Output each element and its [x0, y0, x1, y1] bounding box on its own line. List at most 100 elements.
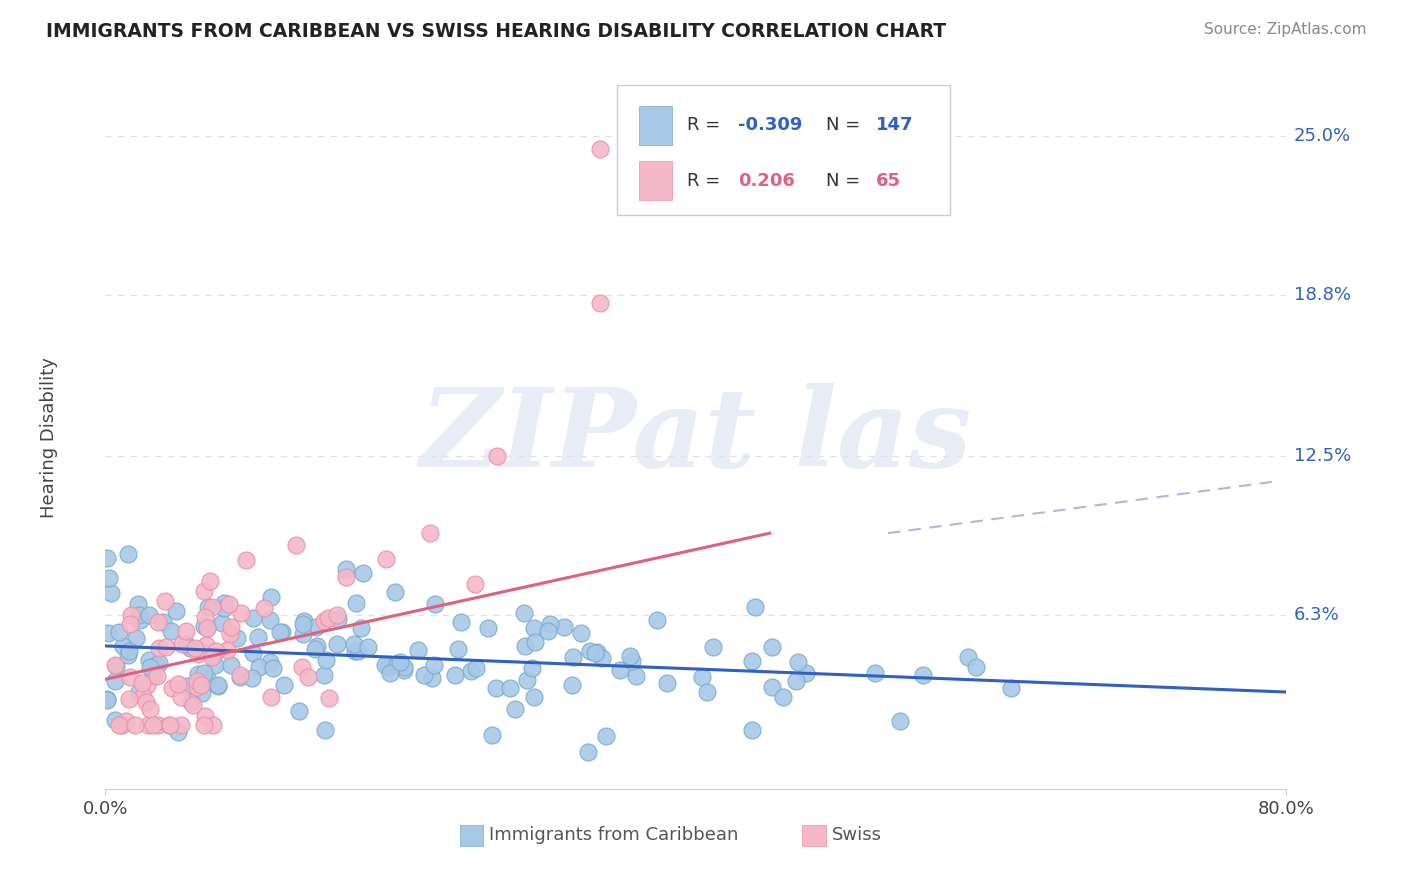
Point: [291, 627, 314, 641]
Point: [142, 718, 165, 732]
Point: [190, 678, 212, 692]
FancyBboxPatch shape: [617, 85, 950, 215]
Point: [422, 657, 444, 672]
FancyBboxPatch shape: [640, 106, 672, 145]
Point: [96, 691, 118, 706]
Point: [117, 648, 139, 662]
Point: [219, 619, 242, 633]
Point: [744, 599, 766, 614]
Point: [481, 728, 503, 742]
Point: [537, 624, 560, 639]
Point: [524, 635, 547, 649]
Point: [464, 577, 486, 591]
Point: [513, 606, 536, 620]
Point: [387, 657, 409, 671]
Text: N =: N =: [825, 172, 866, 190]
Point: [290, 660, 312, 674]
Point: [217, 643, 239, 657]
Point: [271, 625, 294, 640]
Point: [179, 640, 201, 655]
Text: 65: 65: [876, 172, 900, 190]
Point: [352, 566, 374, 580]
Point: [226, 631, 249, 645]
Text: Hearing Disability: Hearing Disability: [39, 357, 58, 517]
FancyBboxPatch shape: [460, 824, 484, 846]
Point: [347, 644, 370, 658]
Point: [785, 673, 807, 688]
Point: [702, 640, 724, 655]
Text: R =: R =: [686, 172, 725, 190]
Point: [195, 621, 218, 635]
Point: [314, 723, 336, 738]
Point: [485, 681, 508, 695]
Point: [305, 620, 328, 634]
Point: [522, 661, 544, 675]
Point: [108, 718, 131, 732]
Text: 147: 147: [876, 116, 912, 135]
Point: [392, 663, 415, 677]
Point: [124, 718, 146, 732]
Point: [120, 670, 142, 684]
FancyBboxPatch shape: [640, 161, 672, 200]
Point: [620, 654, 643, 668]
Point: [176, 680, 198, 694]
Point: [221, 657, 243, 672]
Point: [146, 669, 169, 683]
Point: [318, 690, 340, 705]
Point: [260, 590, 283, 604]
Point: [326, 637, 349, 651]
Point: [194, 638, 217, 652]
Point: [201, 649, 224, 664]
Text: ZIPat las: ZIPat las: [419, 384, 973, 491]
Point: [561, 678, 583, 692]
Point: [446, 642, 468, 657]
Text: 0.206: 0.206: [738, 172, 796, 190]
Point: [761, 680, 783, 694]
Point: [170, 718, 193, 732]
Point: [184, 640, 207, 655]
Point: [1000, 681, 1022, 696]
Point: [392, 660, 415, 674]
Point: [231, 606, 253, 620]
Point: [219, 627, 242, 641]
Point: [112, 639, 135, 653]
Point: [148, 615, 170, 629]
Point: [145, 658, 167, 673]
Point: [586, 645, 609, 659]
Point: [166, 724, 188, 739]
Point: [591, 651, 613, 665]
Point: [108, 624, 131, 639]
Point: [235, 553, 257, 567]
Point: [284, 538, 307, 552]
Point: [165, 604, 187, 618]
Point: [212, 601, 235, 615]
Point: [194, 610, 217, 624]
Point: [576, 745, 599, 759]
Point: [198, 574, 221, 588]
Point: [384, 585, 406, 599]
Point: [100, 586, 122, 600]
Point: [170, 690, 193, 704]
Text: Swiss: Swiss: [832, 826, 882, 844]
Point: [129, 613, 152, 627]
Text: 25.0%: 25.0%: [1294, 127, 1351, 145]
Point: [228, 670, 250, 684]
Point: [513, 639, 536, 653]
Point: [503, 702, 526, 716]
Point: [120, 608, 142, 623]
Point: [377, 660, 399, 674]
Point: [242, 611, 264, 625]
Point: [305, 639, 328, 653]
Point: [104, 659, 127, 673]
Point: [96, 693, 118, 707]
Point: [193, 619, 215, 633]
Point: [193, 718, 215, 732]
Point: [136, 677, 159, 691]
Point: [292, 614, 315, 628]
Point: [97, 625, 120, 640]
Point: [104, 673, 127, 688]
Text: -0.309: -0.309: [738, 116, 803, 135]
Point: [240, 671, 263, 685]
Point: [152, 615, 174, 630]
Point: [288, 704, 311, 718]
